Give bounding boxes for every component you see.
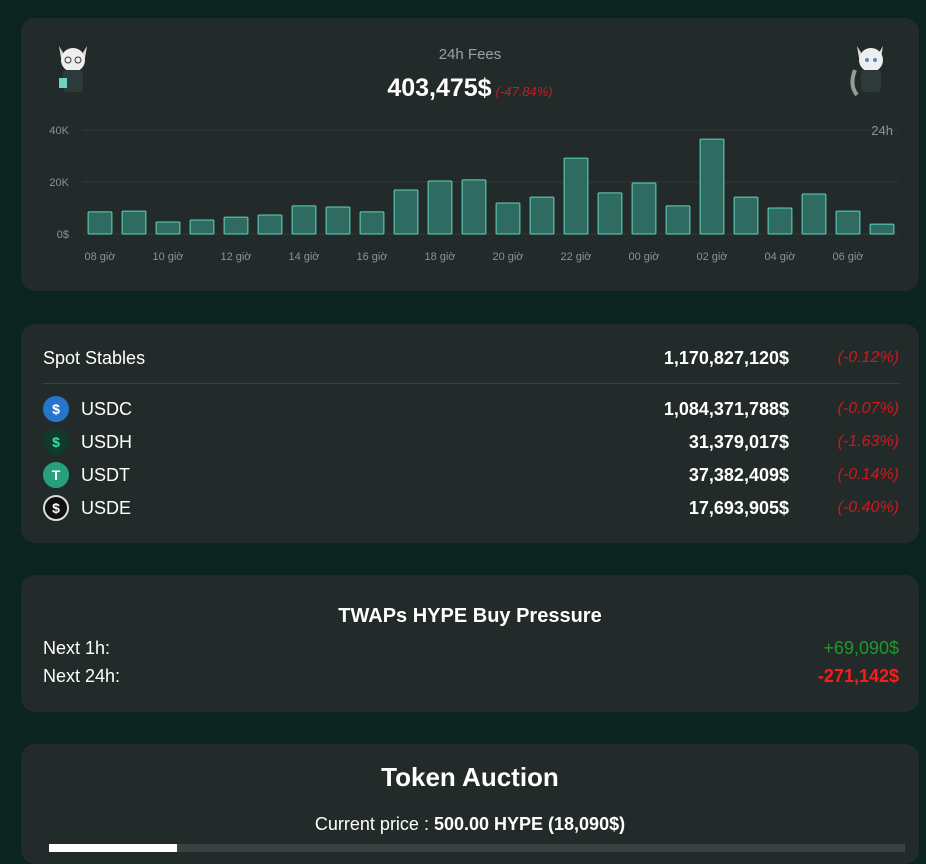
stables-total-change: (-0.12%) (837, 349, 899, 366)
auction-price: Current price : 500.00 HYPE (18,090$) (21, 814, 919, 835)
y-tick-label: 20K (49, 177, 69, 189)
bar (87, 211, 113, 235)
stable-amount: 1,084,371,788$ (663, 398, 789, 419)
usdc-icon: $ (43, 396, 69, 422)
bar (597, 192, 623, 235)
bar (325, 206, 351, 235)
stable-amount: 17,693,905$ (688, 497, 789, 518)
spot-stables-card: Spot Stables 1,170,827,120$ (-0.12%) $ US… (21, 324, 919, 543)
stable-label: $ USDH (43, 429, 489, 455)
bar (563, 157, 589, 235)
divider (43, 383, 899, 384)
x-tick-label: 14 giờ (288, 251, 319, 263)
bar (767, 207, 793, 235)
stable-name: USDH (81, 431, 133, 452)
stable-amount: 31,379,017$ (688, 431, 789, 452)
bar (291, 205, 317, 235)
stable-row: $ USDE 17,693,905$ (-0.40%) (43, 495, 899, 521)
stable-row: T USDT 37,382,409$ (-0.14%) (43, 462, 899, 488)
x-tick-label: 04 giờ (764, 251, 795, 263)
stables-total-row: Spot Stables 1,170,827,120$ (-0.12%) (43, 346, 899, 370)
stable-change: (-1.63%) (837, 433, 899, 450)
twap-title: TWAPs HYPE Buy Pressure (338, 605, 602, 627)
legend-label: 24h (871, 123, 893, 138)
stable-row: $ USDH 31,379,017$ (-1.63%) (43, 429, 899, 455)
stable-label: $ USDC (43, 396, 489, 422)
stable-amount: 37,382,409$ (688, 464, 789, 485)
fees-title: 24h Fees (438, 46, 502, 63)
stable-name: USDT (81, 464, 130, 485)
price-label: Current price : (314, 814, 434, 834)
twap-label: Next 24h: (43, 665, 121, 686)
bar (801, 193, 827, 235)
auction-progress-fill (49, 844, 178, 852)
stable-name: USDE (81, 497, 132, 518)
x-tick-label: 12 giờ (220, 251, 251, 263)
y-tick-label: 0$ (57, 229, 69, 241)
usdt-icon: T (43, 462, 69, 488)
bar (733, 196, 759, 235)
token-auction-card: Token Auction Current price : 500.00 HYP… (21, 744, 919, 864)
stable-name: USDC (81, 398, 133, 419)
fees-bar-chart: 0$ 20K 40K 24h 08 giờ 10 giờ 12 giờ 14 giờ 16 gi… (49, 123, 899, 263)
price-value: 500.00 HYPE (18,090$) (433, 814, 626, 834)
usde-icon: $ (43, 495, 69, 521)
bar (359, 211, 385, 235)
auction-progress-bar (49, 844, 905, 852)
twap-value: +69,090$ (823, 637, 899, 658)
bar (631, 182, 657, 235)
fees-value: 403,475$ (-47.84%) (21, 74, 919, 103)
bar (869, 223, 895, 235)
y-tick-label: 40K (49, 125, 69, 137)
bar (121, 210, 147, 235)
bar (155, 221, 181, 235)
x-tick-label: 22 giờ (560, 251, 591, 263)
fees-amount: 403,475$ (387, 74, 492, 102)
stable-change: (-0.07%) (837, 400, 899, 417)
x-tick-label: 20 giờ (492, 251, 523, 263)
bar (665, 205, 691, 235)
stable-label: $ USDE (43, 495, 489, 521)
cat-mascot-right-icon (850, 46, 883, 97)
stables-total: 1,170,827,120$ (663, 347, 789, 368)
x-tick-label: 18 giờ (424, 251, 455, 263)
stable-row: $ USDC 1,084,371,788$ (-0.07%) (43, 396, 899, 422)
x-tick-label: 00 giờ (628, 251, 659, 263)
x-tick-label: 06 giờ (832, 251, 863, 263)
bar (223, 216, 249, 235)
bar (257, 214, 283, 235)
x-tick-label: 08 giờ (84, 251, 115, 263)
bar (835, 210, 861, 235)
x-tick-label: 02 giờ (696, 251, 727, 263)
bar (699, 138, 725, 235)
fees-change: (-47.84%) (495, 84, 553, 99)
cat-mascot-left-icon (59, 46, 87, 92)
stable-change: (-0.40%) (837, 499, 899, 516)
twap-card: TWAPs HYPE Buy Pressure Next 1h: +69,090… (21, 575, 919, 712)
auction-title: Token Auction (381, 762, 559, 792)
bar (495, 202, 521, 235)
fees-card: 24h Fees 403,475$ (-47.84%) 0$ 20K 40K 24h 08… (21, 18, 919, 291)
usdh-icon: $ (43, 429, 69, 455)
twap-value: -271,142$ (817, 665, 899, 686)
twap-label: Next 1h: (43, 637, 111, 658)
bar (529, 196, 555, 235)
stable-change: (-0.14%) (837, 466, 899, 483)
bar (461, 179, 487, 235)
stables-title: Spot Stables (43, 347, 146, 368)
bar (189, 219, 215, 235)
twap-row-1h: Next 1h: +69,090$ (43, 636, 899, 660)
bar (393, 189, 419, 235)
stable-label: T USDT (43, 462, 489, 488)
bar (427, 180, 453, 235)
x-tick-label: 16 giờ (356, 251, 387, 263)
twap-row-24h: Next 24h: -271,142$ (43, 664, 899, 688)
x-tick-label: 10 giờ (152, 251, 183, 263)
